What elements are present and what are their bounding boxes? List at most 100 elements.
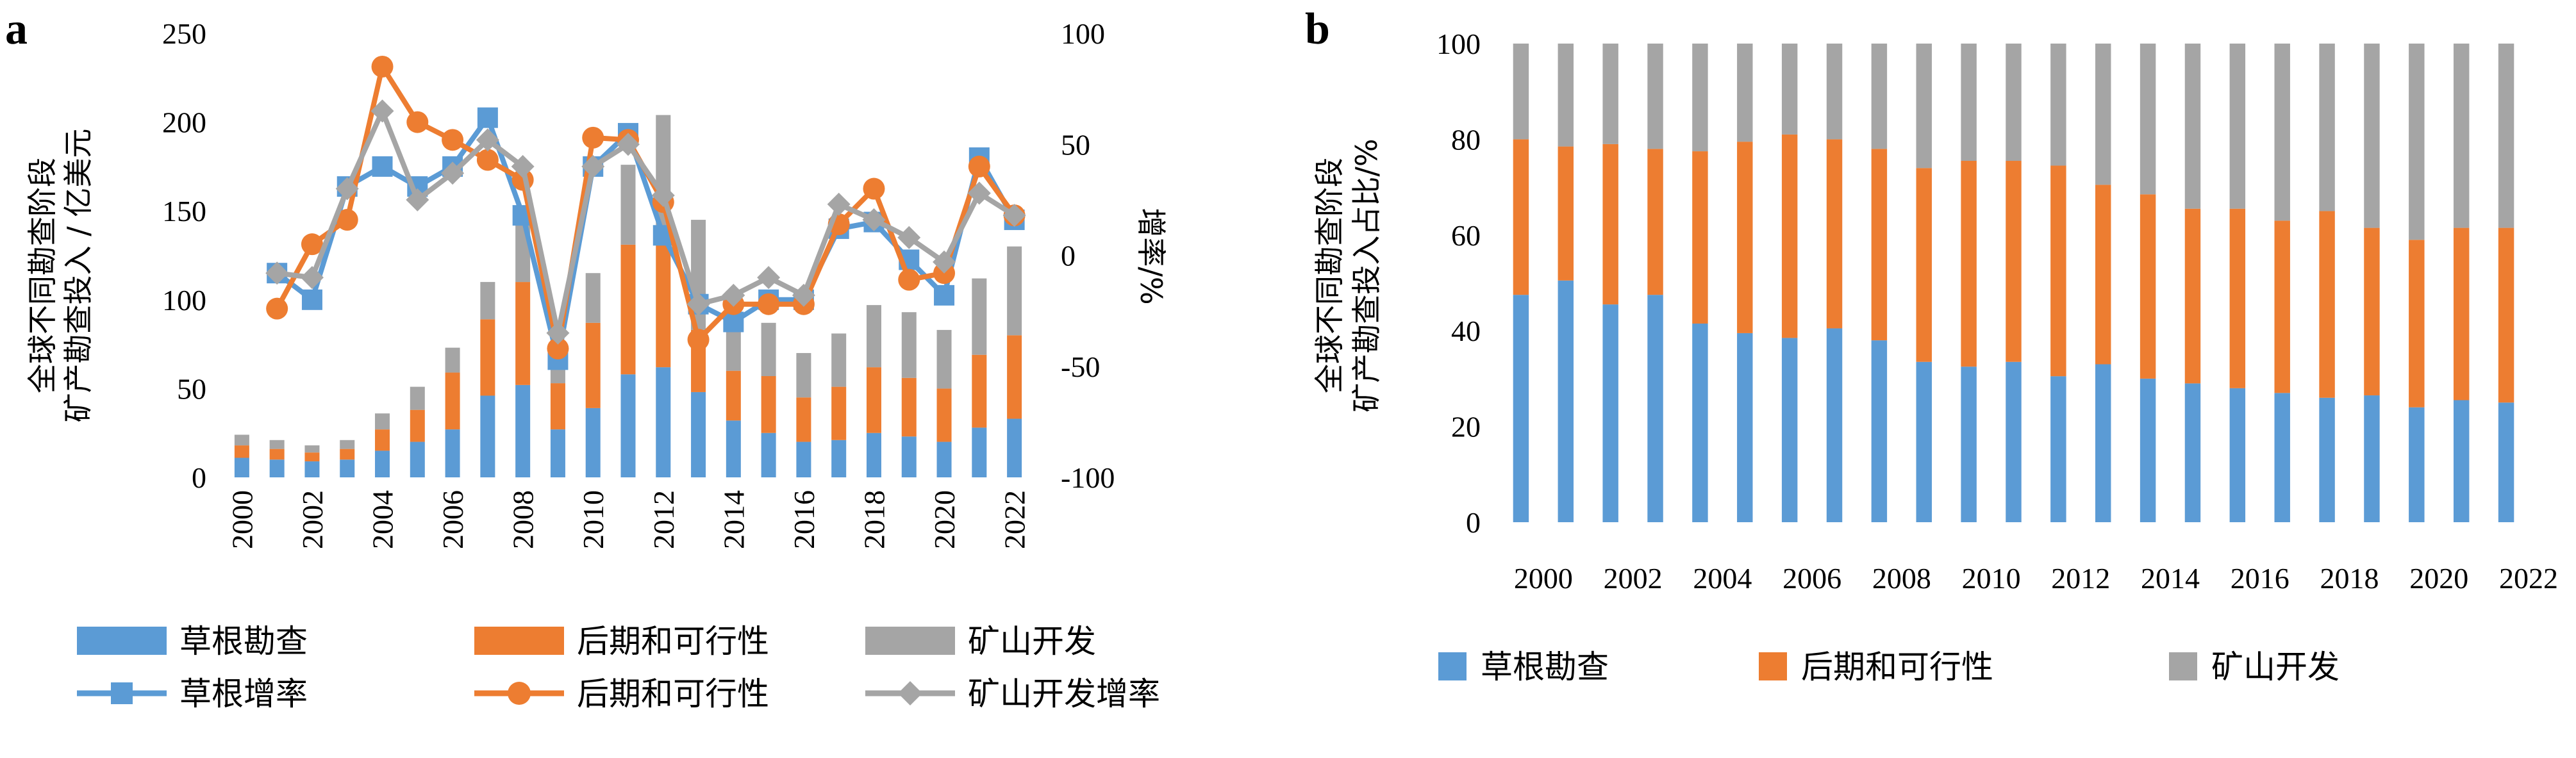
panel-b-ticks: 0 20 40 60 80 100 2000 2002 2004 2006 2008 2010 2012… bbox=[1436, 28, 2558, 595]
bar-b-grassroots-2009 bbox=[1916, 361, 1932, 522]
bar-a-late-stage-2017 bbox=[831, 386, 847, 440]
bar-b-late-stage-2009 bbox=[1916, 168, 1932, 362]
bar-a-late-stage-2008 bbox=[515, 282, 531, 385]
tick-a-x-2010: 2010 bbox=[577, 490, 610, 549]
point-a-mine-dev-rate-2021 bbox=[967, 181, 991, 205]
bar-a-grassroots-2006 bbox=[445, 429, 460, 477]
tick-a-left-50: 50 bbox=[177, 372, 206, 405]
legend-a-swatch-2 bbox=[865, 627, 955, 655]
bar-b-late-stage-2013 bbox=[2095, 185, 2111, 365]
bar-a-grassroots-2020 bbox=[936, 441, 952, 477]
bar-a-mine-dev-2007 bbox=[480, 282, 495, 320]
bar-b-mine-dev-2009 bbox=[1916, 44, 1932, 169]
tick-a-x-2014: 2014 bbox=[717, 490, 750, 549]
bar-b-grassroots-2019 bbox=[2364, 395, 2380, 522]
tick-a-left-0: 0 bbox=[192, 461, 206, 494]
bar-b-grassroots-2011 bbox=[2006, 361, 2022, 522]
tick-b-x-2008: 2008 bbox=[1872, 562, 1931, 595]
bar-b-grassroots-2005 bbox=[1737, 333, 1753, 522]
bar-b-mine-dev-2000 bbox=[1513, 44, 1529, 140]
bar-b-mine-dev-2001 bbox=[1558, 44, 1574, 147]
tick-a-x-2018: 2018 bbox=[858, 490, 890, 549]
bar-a-mine-dev-2001 bbox=[269, 440, 285, 449]
tick-a-right-50: 50 bbox=[1061, 128, 1090, 161]
tick-b-x-2012: 2012 bbox=[2051, 562, 2110, 595]
bar-a-late-stage-2007 bbox=[480, 319, 495, 396]
tick-b-y-100: 100 bbox=[1436, 28, 1481, 60]
bar-a-grassroots-2017 bbox=[831, 440, 847, 477]
panel-b-legend: 草根勘查 后期和可行性 矿山开发 bbox=[1438, 648, 2339, 686]
legend-a-swatch-0 bbox=[77, 627, 167, 655]
bar-a-late-stage-2004 bbox=[375, 429, 390, 451]
legend-a-marker-4 bbox=[508, 682, 531, 705]
bar-a-grassroots-2012 bbox=[656, 367, 671, 477]
tick-a-right-100: 100 bbox=[1061, 17, 1105, 50]
bar-a-mine-dev-2021 bbox=[972, 278, 987, 355]
bar-b-late-stage-2014 bbox=[2140, 194, 2156, 379]
tick-a-right--50: -50 bbox=[1061, 350, 1100, 383]
bar-a-mine-dev-2022 bbox=[1007, 246, 1022, 336]
tick-b-y-40: 40 bbox=[1451, 315, 1481, 347]
bar-b-grassroots-2021 bbox=[2453, 400, 2470, 522]
bar-a-mine-dev-2015 bbox=[761, 322, 776, 376]
tick-a-left-250: 250 bbox=[162, 17, 206, 50]
bar-a-late-stage-2002 bbox=[304, 452, 320, 462]
bar-b-late-stage-2006 bbox=[1781, 134, 1798, 338]
bar-a-grassroots-2021 bbox=[972, 427, 987, 477]
panel-b-chart: 0 20 40 60 80 100 2000 2002 2004 2006 2008 2010 2012… bbox=[1312, 28, 2558, 686]
bar-b-late-stage-2005 bbox=[1737, 142, 1753, 333]
legend-a-label-3: 草根增率 bbox=[179, 675, 308, 713]
bar-b-grassroots-2020 bbox=[2409, 407, 2425, 522]
tick-b-x-2004: 2004 bbox=[1693, 562, 1752, 595]
bar-b-mine-dev-2007 bbox=[1826, 44, 1843, 140]
point-a-grassroots-rate-2004 bbox=[372, 156, 393, 177]
bar-b-mine-dev-2018 bbox=[2319, 44, 2335, 211]
tick-a-right-0: 0 bbox=[1061, 240, 1076, 272]
bar-a-grassroots-2014 bbox=[726, 420, 741, 477]
bar-a-grassroots-2004 bbox=[375, 450, 390, 477]
tick-b-x-2018: 2018 bbox=[2320, 562, 2379, 595]
point-a-late-stage-rate-2002 bbox=[301, 233, 323, 256]
tick-a-x-2012: 2012 bbox=[647, 490, 680, 549]
bar-a-mine-dev-2019 bbox=[901, 312, 917, 378]
tick-a-x-2000: 2000 bbox=[226, 490, 258, 549]
bar-a-grassroots-2001 bbox=[269, 459, 285, 477]
point-a-late-stage-rate-2013 bbox=[687, 329, 710, 351]
bar-b-grassroots-2017 bbox=[2274, 393, 2290, 522]
tick-a-right--100: -100 bbox=[1061, 461, 1115, 494]
tick-a-x-2002: 2002 bbox=[296, 490, 329, 549]
bar-b-mine-dev-2010 bbox=[1961, 44, 1977, 161]
point-a-mine-dev-rate-2013 bbox=[686, 292, 710, 316]
bar-b-grassroots-2013 bbox=[2095, 364, 2111, 522]
bar-b-late-stage-2004 bbox=[1692, 151, 1708, 324]
bar-b-grassroots-2004 bbox=[1692, 323, 1708, 522]
bar-a-grassroots-2007 bbox=[480, 395, 495, 477]
panel-a-ticks: 0 50 100 150 200 250 -100 -50 0 50 100 2000 2002 2004… bbox=[162, 17, 1115, 549]
bar-a-grassroots-2019 bbox=[901, 436, 917, 477]
point-a-late-stage-rate-2021 bbox=[968, 155, 990, 177]
tick-a-left-200: 200 bbox=[162, 106, 206, 139]
point-a-mine-dev-rate-2011 bbox=[617, 133, 640, 156]
point-a-late-stage-rate-2018 bbox=[863, 177, 885, 200]
point-a-grassroots-rate-2002 bbox=[301, 289, 322, 310]
tick-a-x-2004: 2004 bbox=[367, 490, 399, 549]
tick-a-left-150: 150 bbox=[162, 195, 206, 227]
point-a-mine-dev-rate-2010 bbox=[581, 154, 605, 178]
bar-b-grassroots-2022 bbox=[2498, 402, 2514, 522]
point-a-late-stage-rate-2003 bbox=[336, 209, 358, 231]
panel-b-ylabel-line2: 矿产勘查投入占比/% bbox=[1349, 138, 1384, 412]
bar-a-mine-dev-2003 bbox=[340, 440, 355, 449]
bar-b-grassroots-2006 bbox=[1781, 338, 1798, 522]
bar-b-late-stage-2017 bbox=[2274, 220, 2290, 393]
bar-a-late-stage-2012 bbox=[656, 239, 671, 368]
bar-b-late-stage-2002 bbox=[1602, 144, 1618, 305]
bar-b-grassroots-2008 bbox=[1871, 340, 1888, 522]
bar-a-grassroots-2018 bbox=[866, 433, 881, 477]
tick-b-x-2022: 2022 bbox=[2499, 562, 2558, 595]
legend-a-marker-3 bbox=[111, 682, 133, 704]
bar-b-mine-dev-2016 bbox=[2229, 44, 2246, 209]
tick-b-x-2002: 2002 bbox=[1604, 562, 1663, 595]
bar-a-grassroots-2008 bbox=[515, 384, 531, 477]
